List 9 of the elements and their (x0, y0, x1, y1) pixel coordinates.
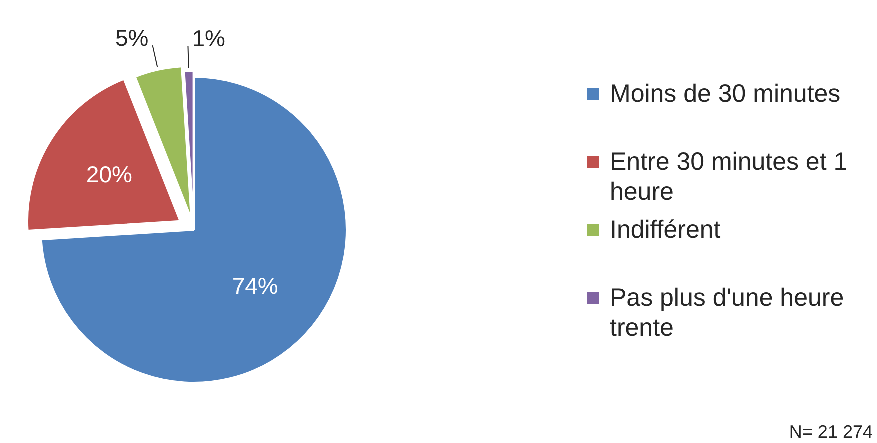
legend-label: Pas plus d'une heure trente (610, 283, 846, 343)
data-label: 5% (116, 24, 149, 51)
data-label: 1% (192, 25, 226, 52)
legend-label: Moins de 30 minutes (610, 79, 842, 109)
legend-label: Indifférent (610, 215, 722, 245)
legend-label: Entre 30 minutes et 1 heure (610, 147, 849, 207)
text: N= 21 274 (789, 421, 873, 443)
data-label: 74% (232, 272, 278, 299)
data-label: 20% (86, 162, 132, 188)
